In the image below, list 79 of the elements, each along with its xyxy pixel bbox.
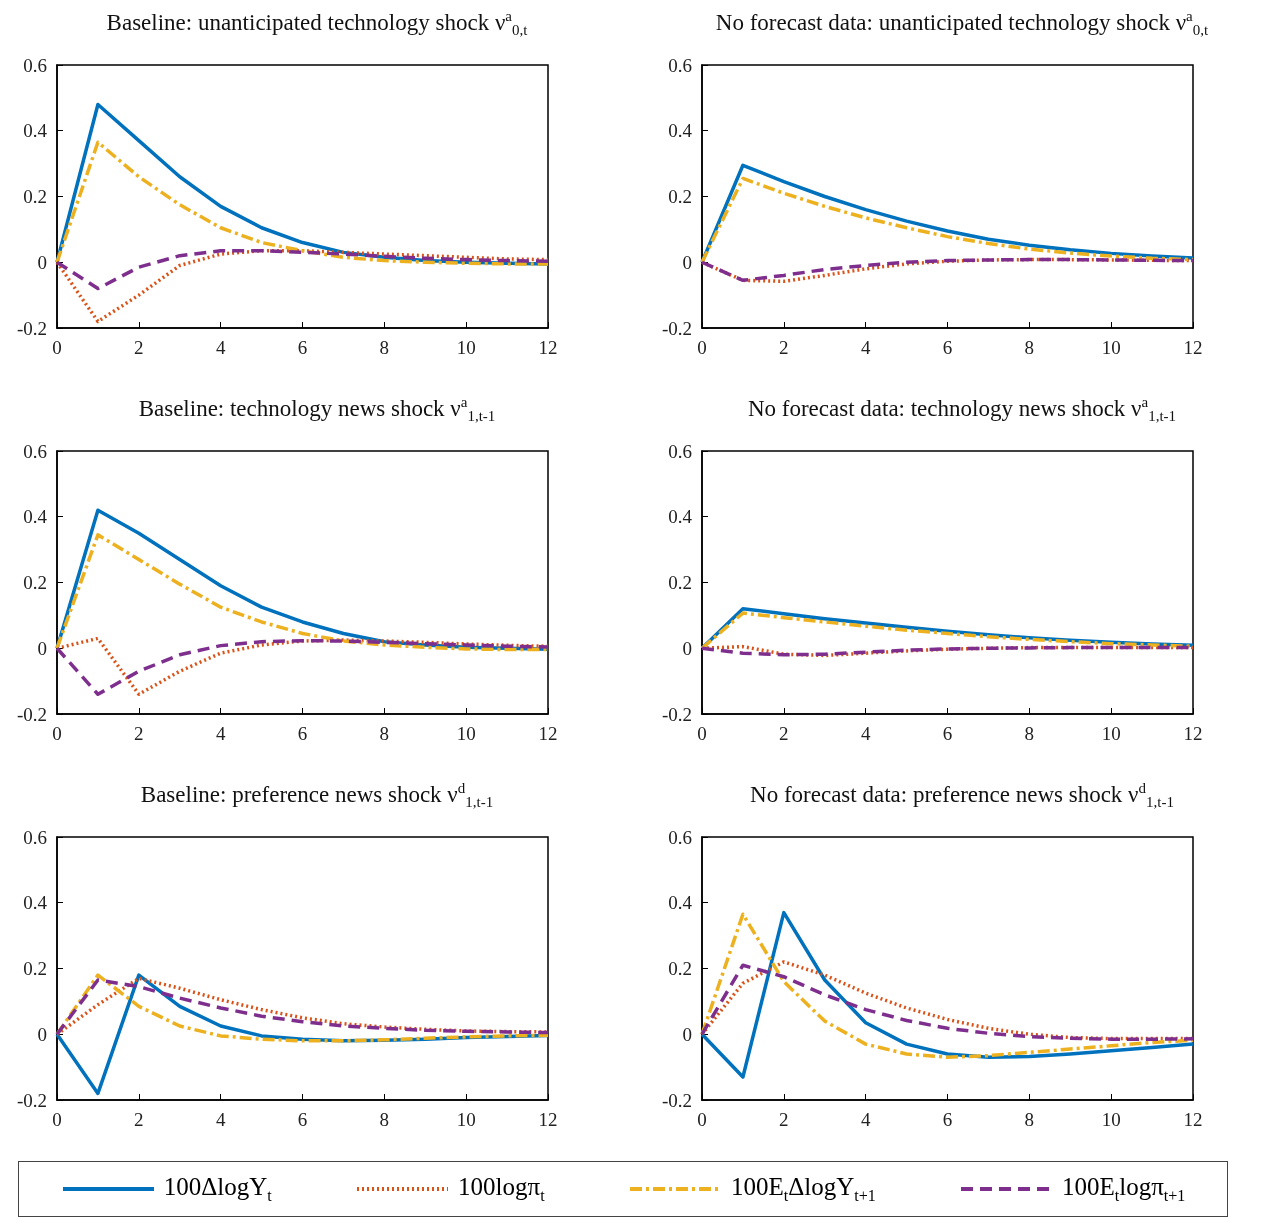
legend-label: 100logπ$_{t}$ xyxy=(458,1173,545,1205)
y-tick-label: 0.4 xyxy=(668,506,693,528)
y-tick-label: 0.4 xyxy=(23,120,48,142)
y-tick-label: 0 xyxy=(37,637,47,659)
y-tick-label: 0 xyxy=(37,251,47,273)
y-tick-label: 0.2 xyxy=(668,572,692,593)
x-tick-label: 2 xyxy=(134,723,144,744)
y-tick-label: -0.2 xyxy=(661,703,692,725)
y-tick-label: 0.2 xyxy=(23,572,47,593)
x-tick-label: 2 xyxy=(134,1109,144,1130)
x-tick-label: 10 xyxy=(1101,723,1121,744)
x-tick-label: 10 xyxy=(456,337,476,358)
x-tick-label: 0 xyxy=(52,337,62,358)
x-tick-label: 8 xyxy=(379,1109,390,1130)
y-tick-label: -0.2 xyxy=(16,317,47,339)
x-tick-label: 6 xyxy=(942,337,953,358)
x-tick-label: 2 xyxy=(779,723,789,744)
x-tick-label: 4 xyxy=(215,1109,226,1130)
x-tick-label: 0 xyxy=(52,723,62,744)
x-tick-label: 8 xyxy=(379,723,390,744)
y-tick-label: 0.6 xyxy=(668,826,692,848)
legend-label: 100ΔlogY$_{t}$ xyxy=(163,1173,272,1205)
x-tick-label: 12 xyxy=(538,1109,558,1130)
x-tick-label: 4 xyxy=(215,723,226,744)
y-tick-label: 0 xyxy=(682,637,692,659)
y-tick-label: -0.2 xyxy=(16,1089,47,1111)
x-tick-label: 10 xyxy=(456,1109,476,1130)
x-tick-label: 0 xyxy=(697,1109,707,1130)
y-tick-label: 0.4 xyxy=(668,120,693,142)
x-tick-label: 4 xyxy=(860,723,871,744)
x-tick-label: 10 xyxy=(456,723,476,744)
x-tick-label: 0 xyxy=(697,337,707,358)
x-tick-label: 6 xyxy=(942,1109,953,1130)
x-tick-label: 10 xyxy=(1101,1109,1121,1130)
y-tick-label: 0.4 xyxy=(23,892,48,914)
y-tick-label: 0.6 xyxy=(668,440,692,462)
y-tick-label: -0.2 xyxy=(661,1089,692,1111)
x-tick-label: 12 xyxy=(538,723,558,744)
y-tick-label: -0.2 xyxy=(661,317,692,339)
y-tick-label: 0 xyxy=(682,251,692,273)
y-tick-label: 0.6 xyxy=(23,54,47,76)
y-tick-label: 0.2 xyxy=(23,186,47,207)
x-tick-label: 0 xyxy=(697,723,707,744)
x-tick-label: 12 xyxy=(1183,337,1203,358)
x-tick-label: 4 xyxy=(860,1109,871,1130)
x-tick-label: 8 xyxy=(1024,723,1035,744)
x-tick-label: 12 xyxy=(1183,723,1203,744)
legend-label: 100E$_{t}$ΔlogY$_{t+1}$ xyxy=(730,1173,876,1205)
x-tick-label: 8 xyxy=(379,337,390,358)
x-tick-label: 4 xyxy=(215,337,226,358)
x-tick-label: 4 xyxy=(860,337,871,358)
y-tick-label: 0.2 xyxy=(668,958,692,979)
y-tick-label: -0.2 xyxy=(16,703,47,725)
x-tick-label: 2 xyxy=(134,337,144,358)
y-tick-label: 0.2 xyxy=(668,186,692,207)
line-series xyxy=(55,140,550,266)
x-tick-label: 12 xyxy=(1183,1109,1203,1130)
y-tick-label: 0.6 xyxy=(668,54,692,76)
y-tick-label: 0 xyxy=(37,1023,47,1045)
y-tick-label: 0 xyxy=(682,1023,692,1045)
x-tick-label: 6 xyxy=(297,337,308,358)
y-tick-label: 0.2 xyxy=(23,958,47,979)
x-tick-label: 6 xyxy=(297,723,308,744)
y-tick-label: 0.6 xyxy=(23,826,47,848)
x-tick-label: 12 xyxy=(538,337,558,358)
y-tick-label: 0.4 xyxy=(23,506,48,528)
x-tick-label: 6 xyxy=(942,723,953,744)
x-tick-label: 8 xyxy=(1024,337,1035,358)
x-tick-label: 0 xyxy=(52,1109,62,1130)
x-tick-label: 6 xyxy=(297,1109,308,1130)
x-tick-label: 8 xyxy=(1024,1109,1035,1130)
x-tick-label: 10 xyxy=(1101,337,1121,358)
line-series xyxy=(55,248,550,324)
legend-label: 100E$_{t}$logπ$_{t+1}$ xyxy=(1062,1173,1186,1205)
y-tick-label: 0.4 xyxy=(668,892,693,914)
x-tick-label: 2 xyxy=(779,337,789,358)
y-tick-label: 0.6 xyxy=(23,440,47,462)
line-series xyxy=(55,248,550,291)
x-tick-label: 2 xyxy=(779,1109,789,1130)
